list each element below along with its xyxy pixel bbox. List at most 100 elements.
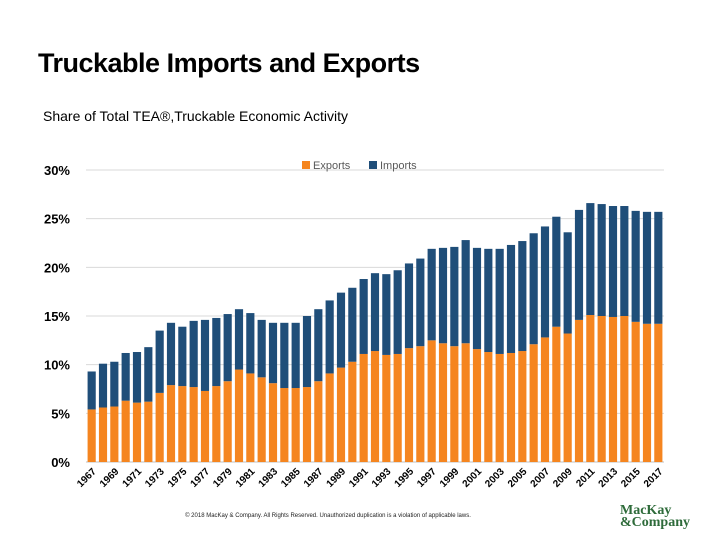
bar-exports-1996 bbox=[416, 346, 425, 462]
bar-exports-1980 bbox=[234, 369, 244, 462]
bar-exports-1984 bbox=[280, 388, 289, 462]
bar-imports-1978 bbox=[212, 317, 221, 387]
bar-imports-2002 bbox=[484, 248, 493, 353]
bar-exports-1999 bbox=[450, 346, 459, 462]
bar-imports-1999 bbox=[450, 246, 459, 347]
bar-exports-1971 bbox=[132, 402, 142, 462]
x-tick-label: 2005 bbox=[506, 466, 530, 490]
bar-imports-2009 bbox=[563, 232, 572, 334]
bar-imports-2005 bbox=[518, 241, 527, 352]
bar-exports-2007 bbox=[540, 337, 550, 462]
bar-imports-1997 bbox=[427, 248, 436, 341]
y-tick-label: 5% bbox=[51, 406, 70, 421]
bar-imports-2006 bbox=[529, 233, 538, 345]
legend-label-exports: Exports bbox=[313, 160, 351, 172]
x-tick-label: 1979 bbox=[211, 466, 235, 490]
bar-exports-1995 bbox=[404, 348, 414, 462]
bar-imports-1994 bbox=[393, 270, 402, 354]
bar-exports-2014 bbox=[620, 316, 629, 462]
bar-exports-1968 bbox=[98, 407, 108, 462]
bar-exports-1976 bbox=[189, 387, 198, 462]
bar-imports-2010 bbox=[574, 209, 584, 320]
bar-exports-2000 bbox=[461, 343, 470, 462]
x-tick-label: 1985 bbox=[279, 466, 303, 490]
bar-imports-1993 bbox=[382, 274, 391, 355]
bar-exports-1975 bbox=[178, 386, 187, 462]
bar-imports-1991 bbox=[359, 279, 368, 354]
legend: Exports Imports bbox=[302, 160, 417, 172]
bar-exports-1983 bbox=[268, 383, 278, 462]
x-tick-label: 2003 bbox=[483, 466, 507, 490]
x-tick-label: 1973 bbox=[143, 466, 167, 490]
bar-imports-2017 bbox=[654, 211, 663, 324]
x-tick-label: 1975 bbox=[166, 466, 190, 490]
bar-imports-1968 bbox=[98, 363, 108, 408]
legend-swatch-imports bbox=[369, 161, 377, 169]
bar-imports-1969 bbox=[110, 361, 119, 407]
bar-imports-2013 bbox=[608, 206, 618, 317]
bar-exports-1997 bbox=[427, 340, 436, 462]
chart-subtitle: Share of Total TEA®,Truckable Economic A… bbox=[43, 108, 348, 124]
bar-imports-2014 bbox=[620, 206, 629, 316]
bar-exports-2013 bbox=[608, 316, 618, 462]
y-tick-label: 10% bbox=[44, 358, 70, 373]
bar-imports-1998 bbox=[438, 247, 448, 344]
bar-exports-2002 bbox=[484, 352, 493, 462]
bar-exports-1972 bbox=[144, 401, 153, 462]
bar-exports-2009 bbox=[563, 333, 572, 462]
logo-line-2: &Company bbox=[620, 515, 691, 530]
bars bbox=[87, 203, 663, 462]
bar-exports-2012 bbox=[597, 316, 606, 462]
bar-imports-1972 bbox=[144, 347, 153, 402]
bar-imports-1982 bbox=[257, 319, 266, 378]
y-tick-label: 20% bbox=[44, 260, 70, 275]
bar-imports-1988 bbox=[325, 300, 334, 374]
bar-exports-2016 bbox=[642, 323, 652, 462]
bar-imports-2003 bbox=[495, 248, 504, 354]
bar-imports-2011 bbox=[586, 203, 595, 316]
bar-exports-1992 bbox=[370, 351, 380, 462]
x-tick-label: 1997 bbox=[415, 466, 439, 490]
bar-imports-2015 bbox=[631, 210, 640, 322]
bar-imports-1985 bbox=[291, 322, 300, 389]
bar-exports-2005 bbox=[518, 351, 527, 462]
x-tick-label: 1995 bbox=[393, 466, 417, 490]
x-tick-label: 2007 bbox=[529, 466, 553, 490]
bar-exports-1993 bbox=[382, 354, 391, 462]
bar-imports-2004 bbox=[506, 244, 516, 353]
bar-imports-1976 bbox=[189, 320, 198, 388]
x-tick-label: 1999 bbox=[438, 466, 462, 490]
bar-exports-1974 bbox=[166, 385, 176, 462]
bar-exports-1970 bbox=[121, 400, 130, 462]
y-tick-label: 15% bbox=[44, 309, 70, 324]
company-logo: MacKay &Company bbox=[620, 503, 691, 530]
bar-imports-1967 bbox=[87, 371, 96, 410]
bar-imports-1981 bbox=[246, 313, 255, 374]
bar-exports-1977 bbox=[200, 390, 210, 462]
bar-exports-1986 bbox=[302, 387, 312, 462]
bar-exports-1985 bbox=[291, 388, 300, 462]
y-axis-ticks: 0% 5% 10% 15% 20% 25% 30% bbox=[44, 163, 70, 470]
x-tick-label: 1991 bbox=[347, 466, 371, 490]
bar-exports-1973 bbox=[155, 392, 164, 462]
bar-exports-1978 bbox=[212, 386, 221, 462]
bar-imports-2016 bbox=[642, 211, 652, 324]
bar-imports-1992 bbox=[370, 273, 380, 352]
bar-imports-2001 bbox=[472, 247, 482, 350]
x-tick-label: 1989 bbox=[325, 466, 349, 490]
bar-exports-1967 bbox=[87, 409, 96, 462]
bar-imports-1975 bbox=[178, 326, 187, 387]
x-tick-label: 2017 bbox=[642, 466, 666, 490]
bar-exports-1989 bbox=[336, 367, 346, 462]
bar-exports-2004 bbox=[506, 352, 516, 462]
bar-imports-1990 bbox=[348, 287, 357, 362]
bar-imports-1995 bbox=[404, 263, 414, 349]
logo-line-1: MacKay bbox=[620, 503, 672, 518]
y-tick-label: 25% bbox=[44, 212, 70, 227]
bar-imports-1984 bbox=[280, 322, 289, 389]
bar-exports-2011 bbox=[586, 315, 595, 462]
x-tick-label: 2001 bbox=[461, 466, 485, 490]
bar-imports-1996 bbox=[416, 258, 425, 347]
x-tick-label: 1969 bbox=[98, 466, 122, 490]
